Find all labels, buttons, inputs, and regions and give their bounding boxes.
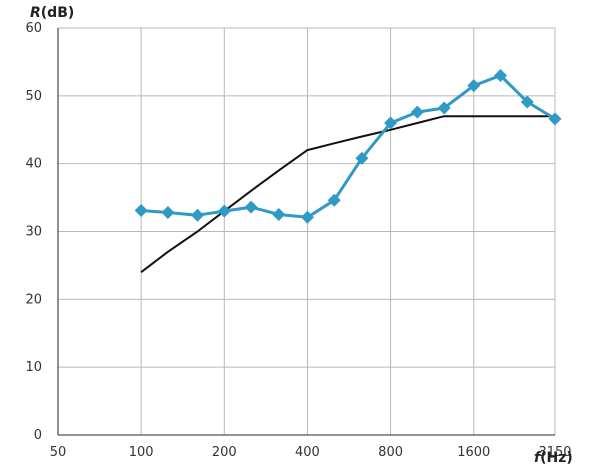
x-tick-label: 800 [378, 445, 403, 460]
y-tick-label: 60 [25, 21, 42, 36]
y-tick-label: 0 [34, 428, 42, 443]
series-line-measured [140, 74, 556, 219]
y-tick-label: 10 [25, 360, 42, 375]
x-tick-label: 3150 [538, 445, 571, 460]
x-tick-labels: 50 100 200 400 800 1600 3150 [50, 445, 572, 460]
x-tick-label: 400 [295, 445, 320, 460]
data-point-marker [355, 151, 369, 165]
y-axis-title-symbol: R [30, 5, 41, 21]
data-point-marker [384, 116, 398, 130]
data-point-marker [410, 105, 424, 119]
x-tick-label: 200 [212, 445, 237, 460]
data-point-marker [548, 112, 562, 126]
data-point-marker [217, 204, 231, 218]
data-point-marker [191, 208, 205, 222]
x-axis-title: f(Hz) [534, 450, 573, 466]
data-point-marker [327, 193, 341, 207]
x-tick-label: 100 [129, 445, 154, 460]
y-tick-labels: 0 10 20 30 40 50 60 [25, 21, 42, 443]
y-axis-title: R(dB) [30, 5, 74, 21]
data-point-marker [244, 200, 258, 214]
series-layer [134, 68, 562, 273]
y-tick-label: 20 [25, 292, 42, 307]
data-point-marker [134, 203, 148, 217]
data-point-marker [494, 68, 508, 82]
grid [57, 27, 556, 436]
y-axis-title-unit: (dB) [41, 5, 75, 21]
y-tick-label: 40 [25, 157, 42, 172]
data-point-marker [161, 206, 175, 220]
y-tick-label: 50 [25, 89, 42, 104]
data-point-marker [437, 101, 451, 115]
x-tick-label: 1600 [457, 445, 490, 460]
data-point-marker [300, 210, 314, 224]
data-point-marker [520, 95, 534, 109]
y-tick-label: 30 [25, 225, 42, 240]
x-axis-title-unit: (Hz) [540, 450, 573, 466]
data-point-marker [467, 79, 481, 93]
x-tick-label: 50 [50, 445, 67, 460]
data-point-marker [272, 208, 286, 222]
series-line-reference [140, 115, 555, 273]
x-axis-title-symbol: f [534, 450, 542, 466]
